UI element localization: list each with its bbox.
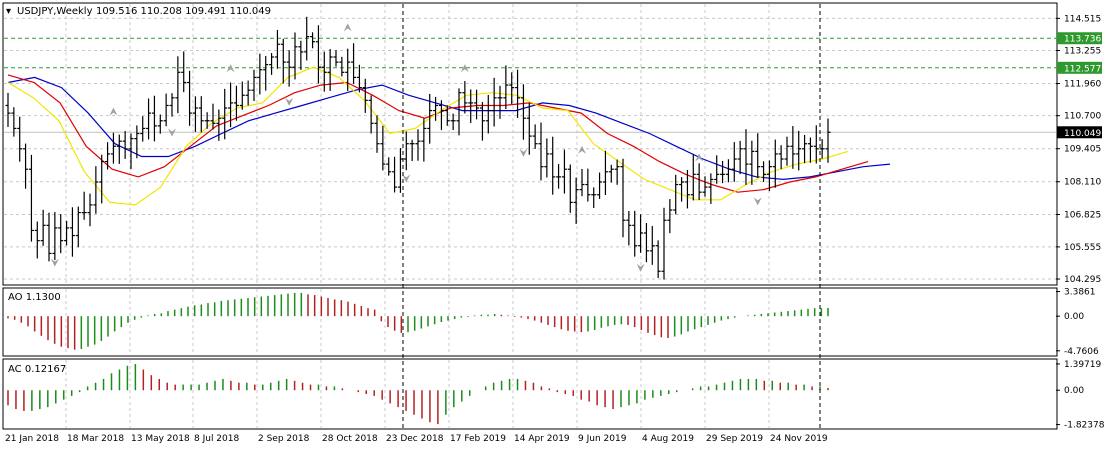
x-tick-label: 14 Apr 2019 [514,434,570,444]
period-separators [402,4,821,428]
ohlc-bars [5,16,831,280]
fractal-marker [636,263,645,272]
y-tick-label: 113.255 [1064,47,1101,57]
fractal-marker [343,23,352,32]
y-tick-label: 104.295 [1064,275,1101,285]
level-label: 113.736 [1064,35,1101,45]
level-tag [1057,61,1102,74]
ma-slow-line [7,76,891,181]
x-tick-label: 4 Aug 2019 [642,434,694,444]
ao-title: AO 1.1300 [8,292,61,303]
fractal-marker [50,258,59,267]
fractal-marker [695,153,704,162]
osc-y-tick-label: 3.3861 [1064,288,1096,298]
fractal-marker [460,64,469,73]
y-tick-label: 106.825 [1064,211,1101,221]
fractal-marker [402,174,411,183]
x-tick-label: 2 Sep 2018 [258,434,310,444]
fractal-marker [226,64,235,73]
ac-title: AC 0.12167 [8,364,66,375]
moving-averages [7,66,891,206]
x-tick-label: 8 Jul 2018 [194,434,239,444]
axis-labels: 114.515 113.255 111.960 110.700 109.405 108.1… [5,14,1104,444]
osc-y-tick-label: -1.82378 [1064,421,1104,431]
x-tick-label: 9 Jun 2019 [578,434,627,444]
x-tick-label: 29 Sep 2019 [706,434,763,444]
symbol-title: USDJPY,Weekly [17,6,93,17]
fractal-marker [519,148,528,157]
x-tick-label: 21 Jan 2018 [5,434,59,444]
fractal-marker [109,107,118,116]
last-price-label: 110.049 [1064,129,1101,139]
level-tag [1057,32,1102,45]
x-tick-label: 13 May 2018 [131,434,190,444]
x-tick-label: 28 Oct 2018 [322,434,378,444]
grid-layer [4,4,1060,428]
x-tick-label: 18 Mar 2018 [67,434,124,444]
ohlc-readout: 109.516 110.208 109.491 110.049 [96,6,271,17]
y-tick-label: 109.405 [1064,145,1101,155]
y-tick-label: 110.700 [1064,112,1101,122]
fractal-marker [578,145,586,154]
y-tick-label: 111.960 [1064,80,1101,90]
x-tick-label: 23 Dec 2018 [386,434,444,444]
ao-panel-frame [2,287,1058,357]
level-label: 112.577 [1064,64,1101,74]
oscillator-bars [7,292,829,425]
x-tick-label: 17 Feb 2019 [450,434,506,444]
y-tick-label: 114.515 [1064,14,1101,24]
fractal-marker [168,128,176,137]
fractal-marker [285,97,294,106]
osc-y-tick-label: 0.00 [1064,312,1084,322]
last-price-tag [1057,126,1102,139]
osc-y-tick-label: -4.7606 [1064,347,1099,357]
ma-fast-line [7,66,849,206]
y-tick-label: 105.555 [1064,243,1101,253]
x-tick-label: 24 Nov 2019 [770,434,828,444]
y-tick-label: 108.110 [1064,178,1101,188]
header-dropdown-icon[interactable]: ▾ [6,6,11,17]
level-lines [4,32,1102,139]
osc-y-tick-label: 0.00 [1064,386,1084,396]
fractal-marker [753,197,762,206]
ac-panel-frame [2,358,1058,430]
price-panel-frame [2,2,1058,286]
osc-y-tick-label: 1.39719 [1064,360,1101,370]
